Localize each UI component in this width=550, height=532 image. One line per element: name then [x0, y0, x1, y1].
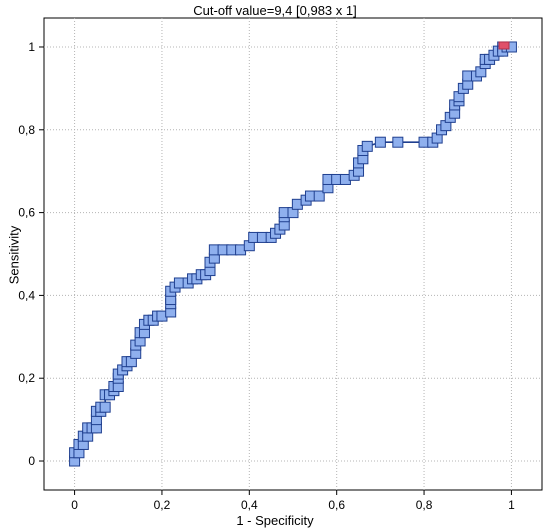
y-tick-label: 0	[28, 454, 35, 468]
chart-title: Cut-off value=9,4 [0,983 x 1]	[193, 3, 357, 18]
y-tick-label: 0,4	[18, 288, 35, 302]
roc-point	[99, 401, 111, 413]
x-tick-label: 0	[71, 498, 78, 512]
y-tick-label: 0,6	[18, 206, 35, 220]
y-tick-label: 0,8	[18, 123, 35, 137]
series-group	[69, 41, 517, 467]
x-tick-label: 0,4	[241, 498, 258, 512]
y-tick-label: 1	[28, 40, 35, 54]
roc-point	[392, 136, 404, 148]
x-tick-label: 0,6	[328, 498, 345, 512]
x-tick-label: 0,8	[416, 498, 433, 512]
y-axis-label: Sensitivity	[6, 225, 22, 285]
x-axis-label: 1 - Specificity	[236, 513, 314, 528]
x-tick-label: 1	[508, 498, 515, 512]
roc-point	[361, 140, 373, 152]
cutoff-point	[498, 41, 510, 50]
roc-point	[313, 190, 325, 202]
y-tick-label: 0,2	[18, 371, 35, 385]
axis-ticks: 0 0 0,2 0,2 0,4 0,4 0,6 0,6 0,8 0,8 1 1	[18, 40, 515, 512]
x-tick-label: 0,2	[154, 498, 171, 512]
roc-point	[374, 136, 386, 148]
